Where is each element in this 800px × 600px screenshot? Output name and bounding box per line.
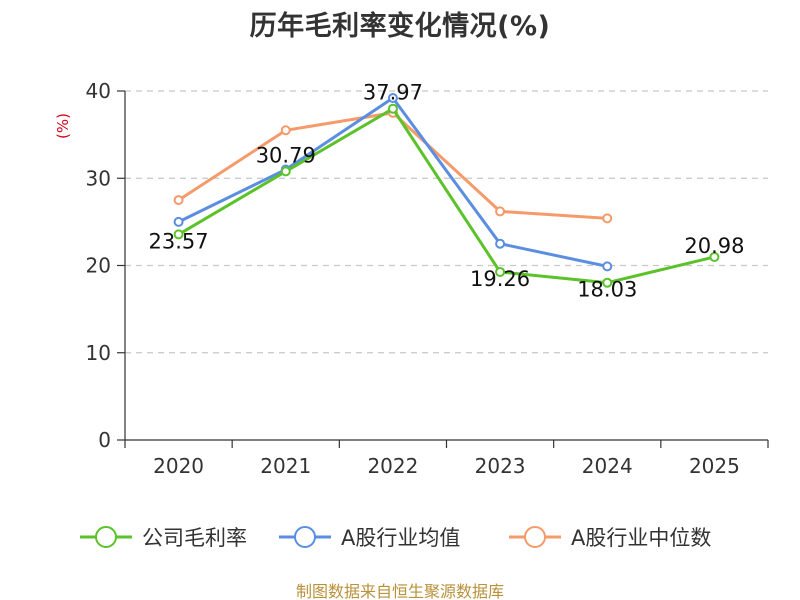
series [173,92,720,288]
data-point [495,266,506,277]
legend-label: A股行业均值 [341,526,460,550]
data-point [280,125,291,136]
data-point [280,166,291,177]
legend-marker [95,526,117,548]
data-label: 18.03 [577,278,637,302]
data-point [173,229,184,240]
data-label: 20.98 [684,234,744,258]
data-label: 37.97 [363,81,423,105]
source-note: 制图数据来自恒生聚源数据库 [295,582,504,600]
legend-item-0[interactable]: 公司毛利率 [80,526,247,550]
series-line-2 [177,111,608,220]
series-line-1 [177,96,608,268]
y-tick-label: 40 [86,79,111,103]
x-tick-label: 2021 [260,454,311,478]
data-point [387,103,398,114]
gridlines [125,90,768,354]
y-tick-label: 0 [98,428,111,452]
y-tick-label: 20 [86,254,111,278]
chart-title: 历年毛利率变化情况(%) [249,11,551,42]
x-tick-label: 2024 [582,454,633,478]
legend-marker [294,526,316,548]
data-point [173,216,184,227]
data-point [173,195,184,206]
data-point [602,261,613,272]
y-tick-label: 10 [86,341,111,365]
axes: 0 10 20 30 40 (%) 2020 2021 2022 2023 2024 2025 [54,79,769,478]
data-point [495,238,506,249]
legend[interactable]: 公司毛利率 A股行业均值 A股行业中位数 [80,526,711,550]
legend-label: A股行业中位数 [571,526,711,550]
data-point [709,251,720,262]
series-line-0 [177,107,715,285]
x-tick-label: 2020 [153,454,204,478]
legend-item-2[interactable]: A股行业中位数 [509,526,711,550]
data-label: 23.57 [149,229,209,253]
y-axis-label: (%) [54,113,72,139]
x-tick-label: 2023 [475,454,526,478]
x-tick-label: 2022 [367,454,418,478]
legend-label: 公司毛利率 [142,526,247,550]
data-label: 19.26 [470,267,530,291]
legend-marker [524,526,546,548]
data-label: 30.79 [256,143,316,167]
data-point [602,213,613,224]
x-tick-label: 2025 [689,454,740,478]
data-point [387,92,398,103]
data-labels: 23.57 30.79 37.97 19.26 18.03 20.98 [149,81,745,302]
data-point [495,206,506,217]
data-point [602,277,613,288]
y-tick-label: 30 [86,166,111,190]
legend-item-1[interactable]: A股行业均值 [279,526,460,550]
